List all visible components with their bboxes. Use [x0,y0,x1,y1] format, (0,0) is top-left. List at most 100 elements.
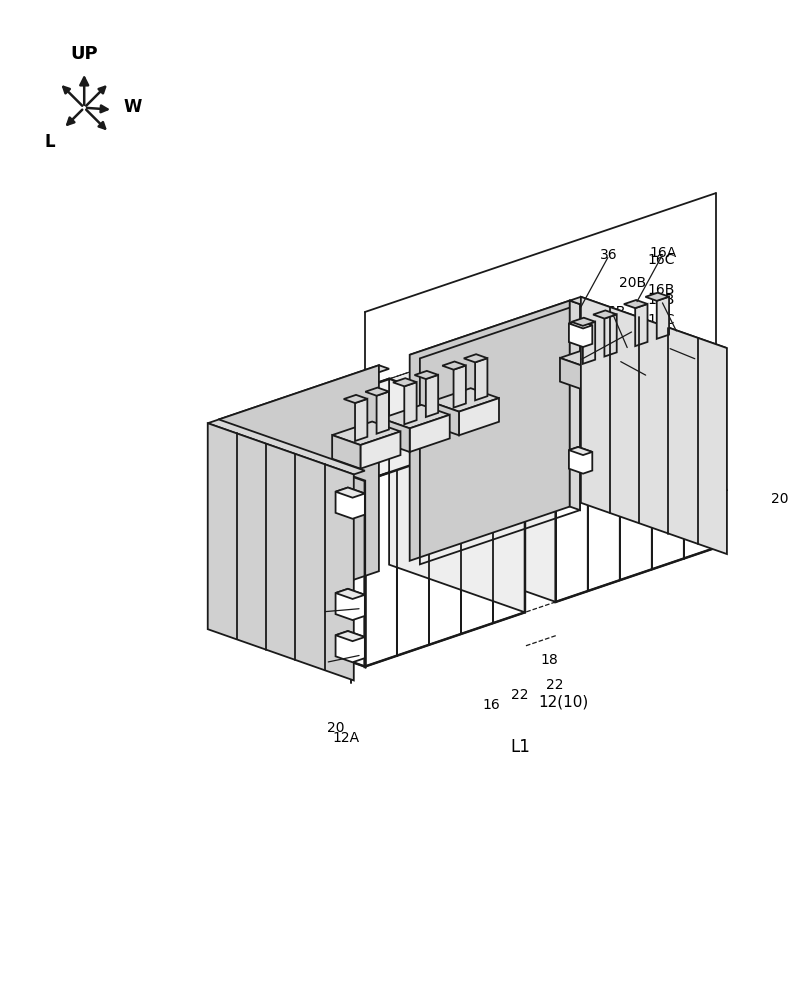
Polygon shape [382,405,449,428]
Polygon shape [569,447,592,455]
Polygon shape [431,388,499,412]
Text: 16A: 16A [650,246,677,260]
Text: 22: 22 [511,688,528,702]
Polygon shape [454,365,466,408]
Polygon shape [426,375,438,417]
Polygon shape [336,589,365,599]
Text: 12(10): 12(10) [538,695,589,710]
Polygon shape [613,340,641,374]
Polygon shape [569,447,592,474]
Text: 16C: 16C [647,313,675,327]
Polygon shape [587,394,620,591]
Polygon shape [219,365,379,625]
Polygon shape [229,379,525,481]
Polygon shape [560,358,588,392]
Polygon shape [560,344,629,368]
Polygon shape [336,589,365,620]
Text: 16: 16 [483,698,500,712]
Text: 16C: 16C [647,253,675,267]
Polygon shape [344,395,367,403]
Text: 16C: 16C [654,341,681,355]
Polygon shape [442,362,466,370]
Polygon shape [459,398,499,435]
Polygon shape [361,431,400,469]
Polygon shape [657,297,669,339]
Polygon shape [570,297,727,352]
Polygon shape [336,631,365,662]
Text: 20: 20 [771,492,788,506]
Polygon shape [429,448,461,645]
Polygon shape [475,358,487,400]
Polygon shape [431,402,459,435]
Text: 22: 22 [546,678,564,692]
Polygon shape [641,337,680,374]
Polygon shape [256,443,283,638]
Text: 20B: 20B [307,475,334,489]
Polygon shape [389,369,420,565]
Polygon shape [336,631,365,641]
Polygon shape [389,379,525,612]
Text: 16B: 16B [598,305,625,319]
Polygon shape [570,301,580,510]
Polygon shape [229,379,389,619]
Polygon shape [420,369,556,602]
Polygon shape [410,301,580,358]
Polygon shape [415,371,438,379]
Polygon shape [219,365,389,423]
Text: 16B: 16B [647,293,675,307]
Polygon shape [332,435,361,469]
Polygon shape [311,462,337,657]
Text: 36: 36 [600,248,618,262]
Polygon shape [410,301,570,561]
Polygon shape [583,322,596,364]
Polygon shape [393,378,416,386]
Polygon shape [464,354,487,362]
Polygon shape [382,418,410,452]
Polygon shape [207,419,365,474]
Text: 16C: 16C [604,353,632,367]
Polygon shape [684,362,716,559]
Polygon shape [620,384,652,580]
Text: L1: L1 [511,738,530,756]
Text: 36: 36 [314,605,332,619]
Text: L: L [44,133,55,151]
Polygon shape [634,333,662,529]
Polygon shape [569,320,592,328]
Text: 18: 18 [540,653,558,667]
Polygon shape [569,320,592,347]
Polygon shape [336,488,365,498]
Text: 36: 36 [316,656,334,670]
Polygon shape [410,415,449,452]
Text: H: H [325,403,337,417]
Polygon shape [461,437,493,634]
Text: 16B: 16B [647,283,675,297]
Polygon shape [336,488,365,519]
Polygon shape [365,470,397,667]
Polygon shape [420,314,716,416]
Polygon shape [607,324,634,519]
Text: 20A: 20A [308,620,335,634]
Text: 20: 20 [327,721,344,735]
Polygon shape [229,433,256,628]
Polygon shape [624,300,647,308]
Text: 20B: 20B [619,276,646,290]
Polygon shape [571,318,596,326]
Polygon shape [420,314,580,554]
Polygon shape [613,327,680,350]
Polygon shape [581,297,727,554]
Polygon shape [493,427,525,623]
Polygon shape [662,343,688,538]
Polygon shape [635,304,647,346]
Polygon shape [404,382,416,424]
Polygon shape [646,293,669,301]
Text: 12A: 12A [702,480,729,494]
Polygon shape [377,392,389,434]
Polygon shape [580,314,607,510]
Text: 36: 36 [625,324,642,338]
Polygon shape [604,314,617,357]
Polygon shape [593,310,617,319]
Polygon shape [283,452,311,647]
Text: 12A: 12A [332,731,360,745]
Polygon shape [397,459,429,656]
Polygon shape [652,373,684,569]
